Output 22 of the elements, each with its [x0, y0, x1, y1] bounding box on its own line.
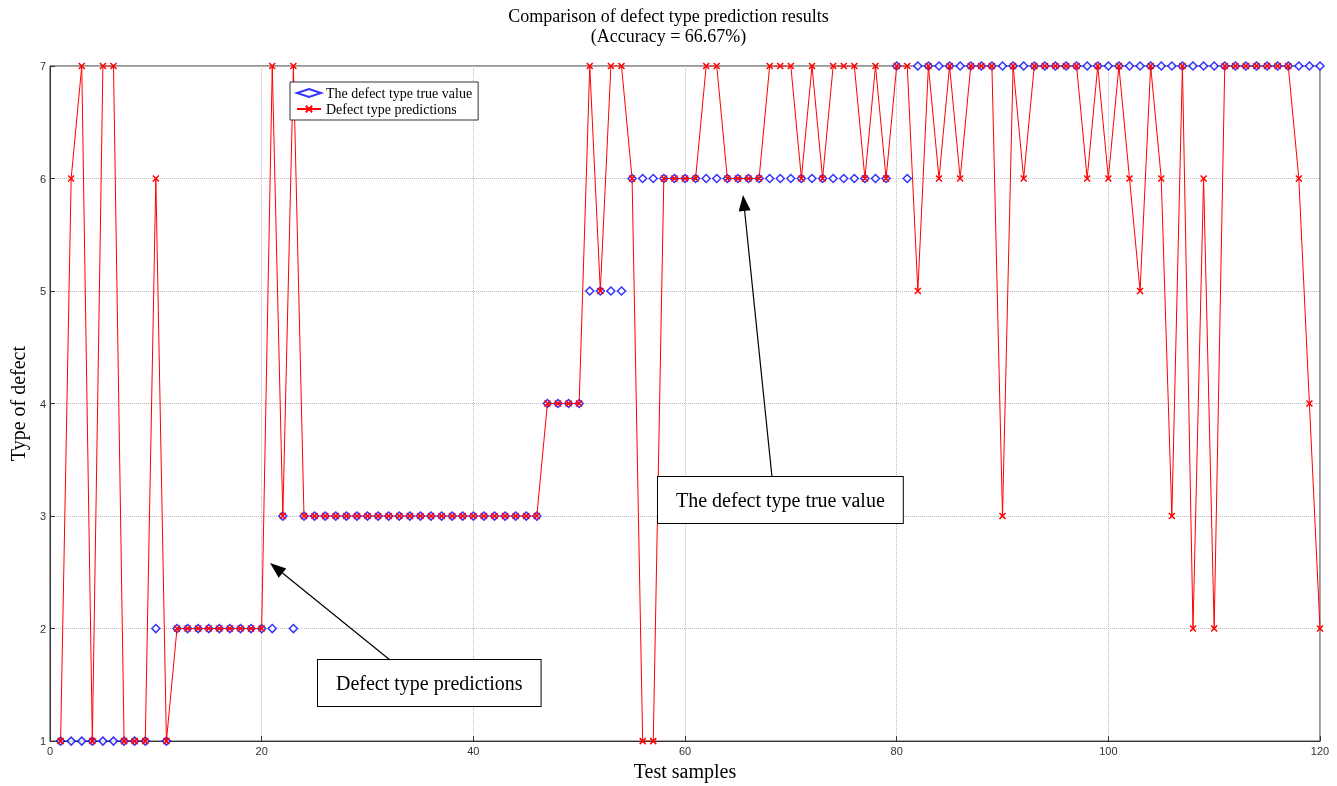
- y-tick-label: 4: [39, 397, 46, 410]
- x-tick-label: 0: [46, 744, 54, 757]
- annotation: The defect type true value: [676, 489, 885, 512]
- y-tick-label: 3: [39, 510, 46, 523]
- chart-subtitle: (Accuracy = 66.67%): [590, 26, 747, 47]
- legend-label: The defect type true value: [326, 85, 473, 101]
- x-axis-title: Test samples: [633, 760, 737, 783]
- x-tick-label: 80: [890, 744, 903, 757]
- x-tick-label: 60: [678, 744, 692, 757]
- x-tick-label: 120: [1310, 744, 1330, 757]
- x-tick-label: 40: [467, 744, 480, 757]
- y-tick-label: 7: [39, 60, 46, 72]
- chart-title: Comparison of defect type prediction results: [508, 6, 829, 26]
- x-tick-label: 20: [255, 744, 268, 757]
- y-tick-label: 6: [39, 172, 46, 185]
- y-tick-label: 1: [39, 735, 46, 748]
- annotation: Defect type predictions: [336, 672, 523, 695]
- legend-label: Defect type predictions: [326, 101, 457, 117]
- y-tick-label: 5: [39, 285, 46, 298]
- y-axis-title: Type of defect: [7, 345, 30, 462]
- y-tick-label: 2: [39, 622, 46, 635]
- x-tick-label: 100: [1099, 744, 1118, 757]
